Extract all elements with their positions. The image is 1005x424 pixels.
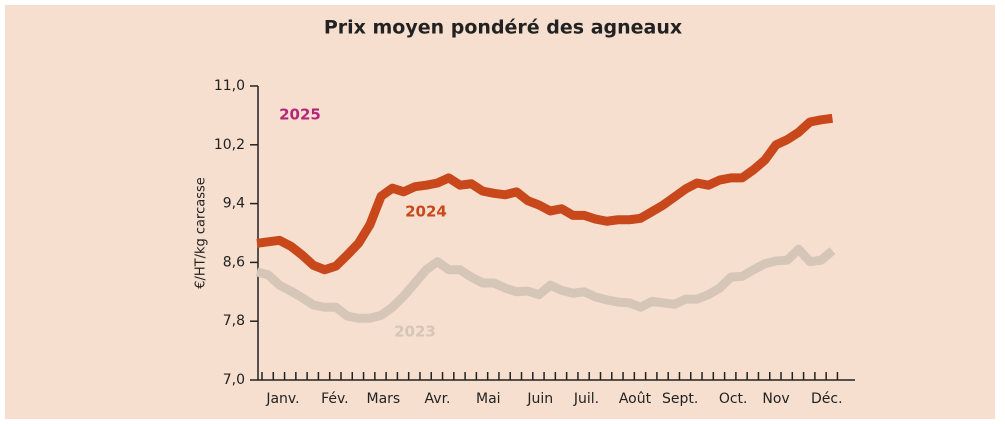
- y-tick-label: 10,2: [214, 137, 245, 153]
- series-label: 2024: [405, 203, 447, 221]
- y-axis-label: €/HT/kg carcasse: [194, 177, 209, 289]
- y-tick-label: 9,4: [223, 196, 245, 212]
- y-tick-label: 11,0: [214, 78, 245, 94]
- y-tick-label: 7,8: [223, 313, 245, 329]
- x-tick-label: Sept.: [662, 391, 698, 407]
- x-tick-label: Mars: [367, 391, 401, 407]
- x-tick-label: Juin: [526, 391, 553, 407]
- series-label: 2023: [394, 323, 436, 341]
- x-tick-label: Mai: [476, 391, 501, 407]
- x-tick-label: Oct.: [719, 391, 748, 407]
- x-tick-label: Déc.: [811, 391, 843, 407]
- series-line: [255, 244, 836, 323]
- series-line: [256, 113, 834, 275]
- x-tick-label: Avr.: [425, 391, 451, 407]
- x-tick-label: Fév.: [321, 391, 349, 407]
- chart-background: [5, 5, 995, 419]
- x-tick-label: Nov: [762, 391, 789, 407]
- x-tick-label: Janv.: [265, 391, 299, 407]
- chart-title: Prix moyen pondéré des agneaux: [324, 17, 682, 39]
- y-tick-label: 8,6: [223, 254, 245, 270]
- x-tick-label: Août: [619, 391, 652, 407]
- x-tick-label: Juil.: [573, 391, 599, 407]
- y-tick-label: 7,0: [223, 372, 245, 388]
- annotation: 2025: [279, 106, 321, 124]
